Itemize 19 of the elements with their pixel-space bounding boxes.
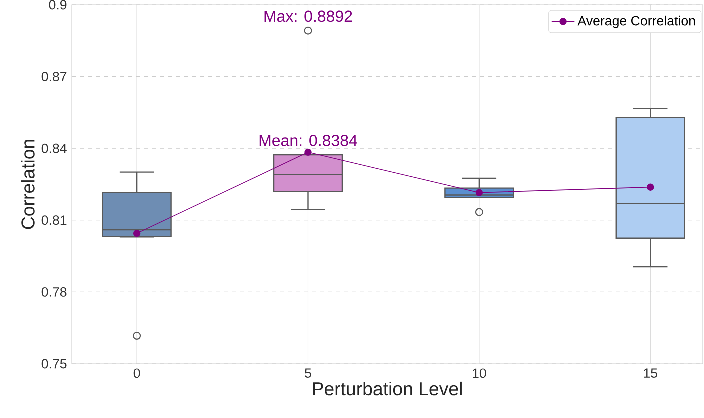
point (647, 184, 654, 191)
y-tick-label: 0.75 (42, 359, 67, 369)
y-tick-label: 0.81 (42, 216, 67, 226)
y-tick-label: 0.78 (42, 287, 67, 297)
x-tick-label: 0 (134, 368, 140, 378)
x-axis-title: Perturbation Level (313, 382, 462, 396)
annotation: Max: 0.8892 (264, 10, 352, 22)
y-tick-label: 0.84 (42, 144, 67, 154)
point (304, 148, 312, 156)
annotation: Mean: 0.8384 (260, 135, 358, 146)
y-tick-label: 0.87 (42, 72, 67, 82)
point (476, 189, 484, 196)
x-tick-label: 5 (305, 368, 312, 378)
legend-label: Average Correlation (578, 16, 696, 28)
point (133, 230, 141, 238)
y-axis-title: Correlation (21, 140, 35, 230)
x-tick-label: 10 (473, 368, 486, 378)
y-tick-label: 0.9 (49, 0, 67, 10)
x-tick-label: 15 (644, 368, 658, 378)
